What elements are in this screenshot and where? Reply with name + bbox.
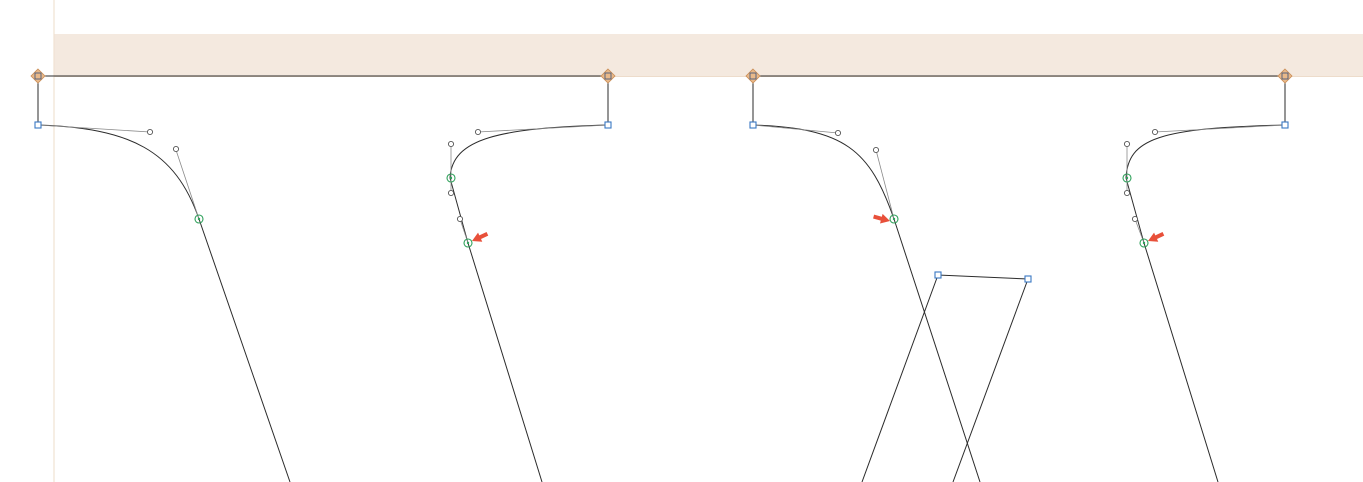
glyph-1-handle-line [37,124,151,133]
bezier-handle-icon[interactable] [872,146,880,154]
diamond-anchor-icon[interactable] [745,68,761,84]
square-node-icon[interactable] [934,271,942,279]
circle-node-icon[interactable] [463,238,473,248]
bezier-handle-icon[interactable] [447,189,455,197]
red-arrow-warning-icon [873,213,890,224]
glyph-2-handle-line [875,149,895,220]
metrics-zone-band [54,34,1363,76]
square-node-icon[interactable] [604,121,612,129]
diamond-anchor-icon[interactable] [1277,68,1293,84]
bezier-handle-icon[interactable] [146,128,154,136]
glyph-2-handle-line [752,124,839,134]
glyph-1-contour [38,75,609,482]
circle-node-icon[interactable] [1139,238,1149,248]
bezier-handle-icon[interactable] [474,128,482,136]
bezier-handle-icon[interactable] [172,145,180,153]
glyph-1-handle-line [477,124,609,133]
glyph-2-handle-line [1154,124,1286,133]
bezier-handle-icon[interactable] [834,129,842,137]
square-node-icon[interactable] [1281,121,1289,129]
glyph-outline-2[interactable] [745,68,1293,482]
diamond-anchor-icon[interactable] [30,68,46,84]
bezier-handle-icon[interactable] [1151,128,1159,136]
square-node-icon[interactable] [1024,275,1032,283]
square-node-icon[interactable] [34,121,42,129]
bezier-handle-icon[interactable] [1123,140,1131,148]
glyph-2-overlap-contour [861,274,1029,482]
glyph-2-left-contour [752,76,981,482]
bezier-handle-icon[interactable] [456,215,464,223]
circle-node-icon[interactable] [446,173,456,183]
circle-node-icon[interactable] [194,214,204,224]
glyph-outline-1[interactable] [30,68,616,482]
red-arrow-warning-icon [1148,232,1165,242]
square-node-icon[interactable] [749,121,757,129]
glyph-1-left-contour [37,76,291,482]
diamond-anchor-icon[interactable] [600,68,616,84]
bezier-handle-icon[interactable] [1123,189,1131,197]
bezier-handle-icon[interactable] [1131,215,1139,223]
glyph-1-handle-line [175,149,200,220]
circle-node-icon[interactable] [889,214,899,224]
bezier-handle-icon[interactable] [447,140,455,148]
red-arrow-warning-icon [472,232,489,242]
circle-node-icon[interactable] [1122,173,1132,183]
